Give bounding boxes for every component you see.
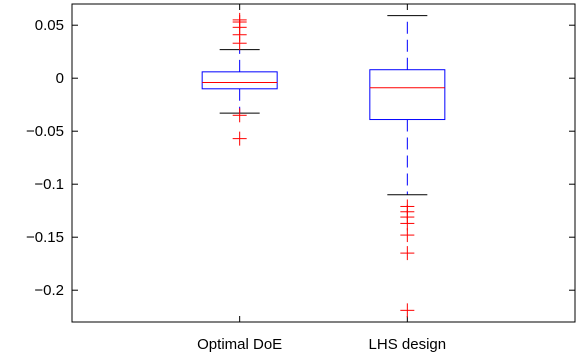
y-tick-label: 0: [56, 70, 64, 87]
y-tick-label: 0.05: [35, 17, 64, 34]
box-group: [201, 12, 278, 146]
outlier-marker: [232, 108, 247, 123]
axis-ticks: [72, 4, 575, 322]
x-tick-label: LHS design: [369, 336, 447, 353]
y-tick-label: −0.1: [34, 176, 64, 193]
outlier-marker: [400, 228, 415, 243]
axis-tick-labels: 0.05 0 −0.05 −0.1 −0.15 −0.2 Optimal DoE LHS de…: [26, 17, 446, 353]
outlier-marker: [400, 246, 415, 261]
interquartile-box: [369, 69, 446, 121]
box-series: [201, 12, 446, 318]
y-tick-label: −0.05: [26, 123, 64, 140]
outlier-marker: [232, 131, 247, 146]
y-tick-label: −0.15: [26, 229, 64, 246]
y-tick-label: −0.2: [34, 282, 64, 299]
box-group: [369, 15, 446, 318]
outlier-marker: [400, 303, 415, 318]
interquartile-box: [201, 71, 278, 90]
x-tick-label: Optimal DoE: [197, 336, 282, 353]
outlier-marker: [232, 36, 247, 51]
plot-frame: [71, 3, 576, 323]
